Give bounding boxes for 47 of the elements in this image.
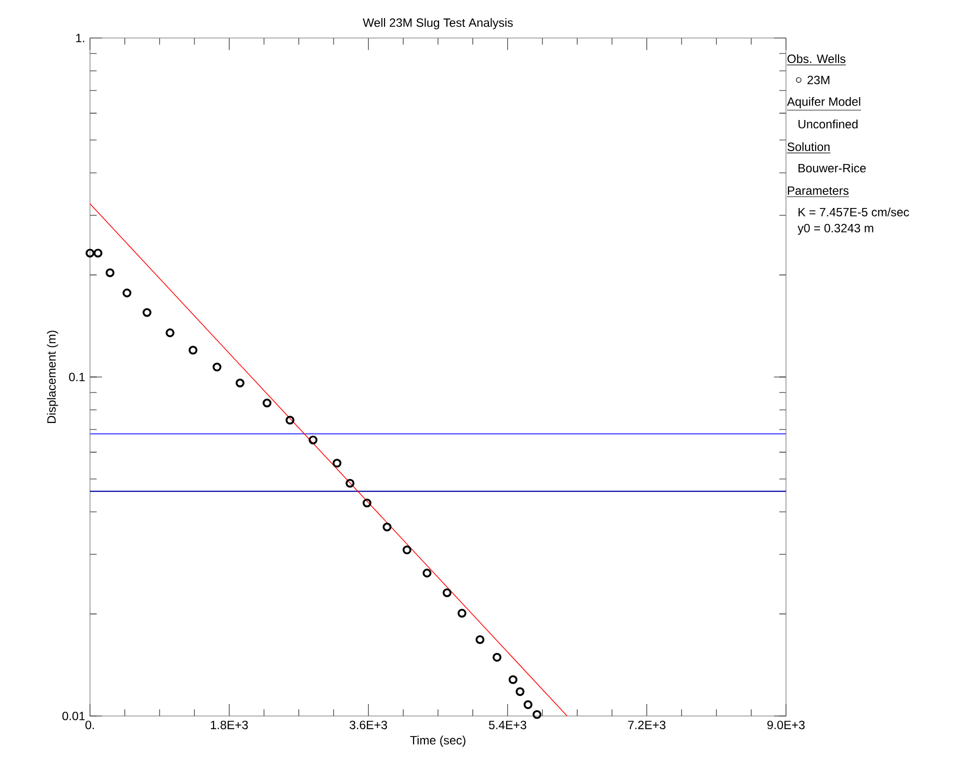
point: [286, 416, 294, 425]
point: [332, 458, 342, 468]
point: [122, 288, 132, 298]
text: Solution: [787, 142, 830, 152]
point: [166, 328, 174, 338]
point: [94, 248, 102, 258]
x-tick-label: 0.: [85, 720, 94, 730]
point: [308, 436, 318, 444]
point: [492, 652, 502, 662]
text: Parameters: [788, 186, 849, 195]
point: [262, 398, 272, 408]
point: [346, 478, 354, 488]
y-axis-title: Displacement (m): [46, 330, 58, 424]
x-tick-label: 3.6E+3: [350, 720, 388, 730]
text: y0 = 0.3243 m: [798, 224, 874, 235]
point: [106, 268, 114, 278]
x-tick-label: 1.8E+3: [210, 720, 248, 730]
point: [458, 608, 466, 618]
y-tick-label: 1.: [76, 34, 84, 42]
text: Aquifer Model: [786, 97, 860, 108]
point: [142, 308, 152, 317]
point: [442, 588, 452, 598]
legend-label: 23M: [808, 76, 830, 84]
text: Bouwer-Rice: [798, 164, 866, 172]
x-tick-label: 5.4E+3: [488, 720, 526, 730]
text: K = 7.457E-5 cm/sec: [798, 208, 910, 216]
point: [188, 346, 198, 355]
point: [524, 700, 532, 710]
point: [362, 498, 372, 508]
x-tick-label: 7.2E+3: [628, 720, 666, 730]
point: [236, 378, 244, 388]
chart-title: Well 23M Slug Test Analysis: [362, 18, 513, 30]
point: [382, 522, 392, 532]
x-tick-label: 9.0E+3: [767, 720, 805, 730]
point: [402, 546, 412, 554]
y-tick-label: 0.01: [62, 712, 85, 720]
x-axis-title: Time (sec): [410, 736, 466, 747]
point: [86, 248, 94, 258]
point: [476, 635, 484, 644]
point: [508, 675, 518, 684]
point: [422, 568, 432, 578]
point: [532, 710, 542, 719]
y-tick-label: 0.1: [69, 372, 85, 382]
point: [516, 687, 524, 696]
legend-title: Obs. Wells: [788, 54, 846, 64]
point: [212, 362, 222, 372]
text: Unconfined: [798, 120, 858, 128]
